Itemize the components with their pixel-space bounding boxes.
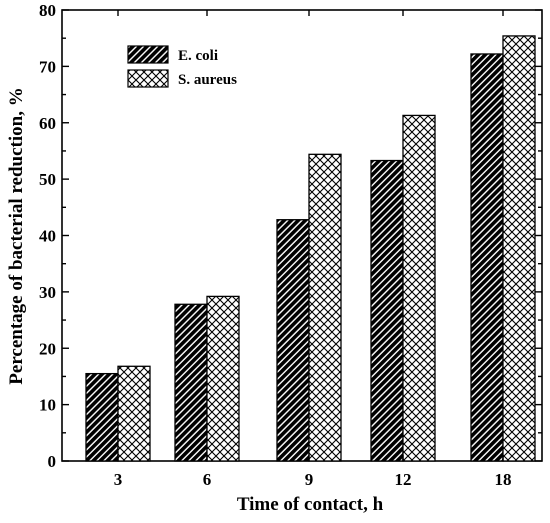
y-tick-label: 60 [39,114,56,133]
y-axis-title: Percentage of bacterial reduction, % [6,87,27,384]
x-tick-label: 18 [495,470,512,489]
bar-saureus [206,295,240,462]
x-axis-title: Time of contact, h [237,494,384,515]
y-tick-label: 80 [39,1,56,20]
x-tick-label: 3 [114,470,123,489]
x-tick-label: 12 [395,470,412,489]
y-tick-label: 70 [39,57,56,76]
bar-saureus [502,35,536,462]
y-tick-label: 20 [39,339,56,358]
y-tick-label: 40 [39,227,56,246]
y-tick-label: 30 [39,283,56,302]
bar-ecoli [370,159,404,462]
bar-ecoli [85,372,119,462]
bar-saureus [117,365,151,462]
bar-saureus [308,153,342,462]
ticks: 0 10 20 30 40 50 60 70 80 3 6 9 12 18 [39,1,542,489]
bar-ecoli [276,219,310,462]
legend-swatch-saureus [127,69,169,88]
y-tick-label: 10 [39,396,56,415]
bar-ecoli [174,303,208,462]
bar-saureus [402,114,436,462]
y-tick-label: 0 [48,452,57,471]
bars [85,35,536,462]
legend-swatch-ecoli [127,45,169,64]
y-tick-label: 50 [39,170,56,189]
x-tick-label: 9 [305,470,314,489]
legend-label-saureus: S. aureus [178,72,237,88]
legend: E. coli S. aureus [127,45,237,88]
legend-label-ecoli: E. coli [178,48,218,64]
bar-ecoli [470,53,504,462]
x-tick-label: 6 [203,470,212,489]
